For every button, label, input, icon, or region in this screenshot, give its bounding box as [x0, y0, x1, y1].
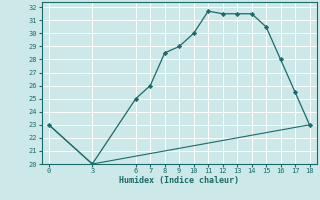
X-axis label: Humidex (Indice chaleur): Humidex (Indice chaleur)	[119, 176, 239, 185]
